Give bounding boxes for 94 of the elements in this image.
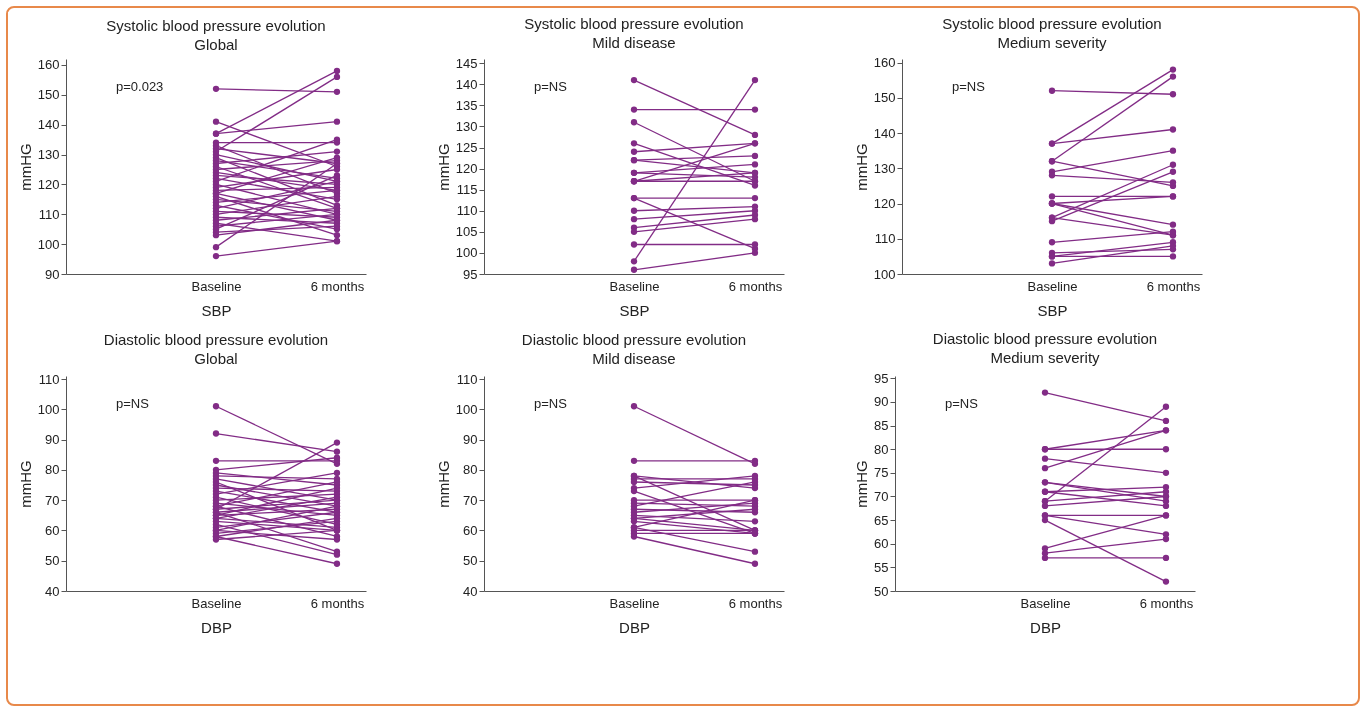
x-axis-title: DBP <box>1030 618 1061 636</box>
chart-title: Systolic blood pressure evolution <box>942 14 1162 32</box>
chart-subtitle: Medium severity <box>990 349 1101 367</box>
y-tick-label: 90 <box>45 432 60 448</box>
y-tick-label: 80 <box>874 441 889 457</box>
y-tick-label: 100 <box>455 245 478 261</box>
chart-title: Diastolic blood pressure evolution <box>932 330 1158 348</box>
annotation: p=NS <box>534 396 568 411</box>
chart-subtitle: Global <box>194 350 238 368</box>
y-tick-label: 60 <box>45 522 60 538</box>
y-tick-label: 55 <box>874 559 889 575</box>
chart-title: Systolic blood pressure evolution <box>524 15 744 33</box>
annotation: p=0.023 <box>116 79 164 94</box>
y-tick-label: 40 <box>463 583 478 599</box>
x-axis-title: SBP <box>1037 301 1068 319</box>
y-tick-label: 70 <box>45 492 60 508</box>
y-tick-label: 105 <box>455 224 478 240</box>
y-tick-label: 100 <box>37 236 60 252</box>
y-tick-label: 150 <box>873 90 896 106</box>
y-tick-label: 140 <box>37 117 60 133</box>
x-tick-label: 6 months <box>728 595 783 611</box>
y-tick-label: 90 <box>463 432 478 448</box>
y-tick-label: 90 <box>874 394 889 410</box>
x-tick-label: Baseline <box>191 595 242 611</box>
annotation: p=NS <box>534 79 568 94</box>
y-tick-label: 60 <box>463 522 478 538</box>
y-axis-title: mmHG <box>16 460 34 508</box>
y-tick-label: 70 <box>874 488 889 504</box>
y-tick-label: 90 <box>45 266 60 282</box>
y-axis-title: mmHG <box>434 460 452 508</box>
x-tick-label: 6 months <box>728 278 783 294</box>
y-tick-label: 120 <box>873 196 896 212</box>
y-tick-label: 95 <box>874 370 889 386</box>
y-tick-label: 60 <box>874 536 889 552</box>
y-tick-label: 115 <box>456 182 478 198</box>
y-tick-label: 110 <box>874 231 896 247</box>
y-tick-label: 120 <box>37 176 60 192</box>
annotation: p=NS <box>952 79 986 94</box>
y-tick-label: 50 <box>45 553 60 569</box>
chart-title: Systolic blood pressure evolution <box>106 16 326 34</box>
chart-title: Diastolic blood pressure evolution <box>103 331 329 349</box>
x-tick-label: Baseline <box>1020 595 1071 611</box>
y-tick-label: 100 <box>873 266 896 282</box>
x-axis-title: DBP <box>619 618 650 636</box>
y-tick-label: 160 <box>873 55 896 71</box>
y-tick-label: 110 <box>38 206 60 222</box>
y-tick-label: 110 <box>456 371 478 387</box>
x-axis-title: SBP <box>619 301 650 319</box>
y-tick-label: 50 <box>874 583 889 599</box>
y-tick-label: 100 <box>455 401 478 417</box>
y-tick-label: 85 <box>874 418 889 434</box>
x-axis-title: SBP <box>201 301 232 319</box>
y-tick-label: 135 <box>455 97 478 113</box>
y-tick-label: 160 <box>37 57 60 73</box>
x-tick-label: Baseline <box>609 595 660 611</box>
y-tick-label: 80 <box>45 462 60 478</box>
annotation: p=NS <box>945 396 979 411</box>
x-tick-label: Baseline <box>609 278 660 294</box>
x-tick-label: 6 months <box>1146 278 1201 294</box>
y-tick-label: 80 <box>463 462 478 478</box>
x-tick-label: Baseline <box>1027 278 1078 294</box>
chart-subtitle: Mild disease <box>592 350 676 368</box>
y-tick-label: 110 <box>456 203 478 219</box>
chart-subtitle: Medium severity <box>997 33 1108 51</box>
y-axis-title: mmHG <box>853 460 871 508</box>
y-tick-label: 70 <box>463 492 478 508</box>
x-tick-label: 6 months <box>1139 595 1194 611</box>
y-tick-label: 130 <box>37 147 60 163</box>
y-tick-label: 150 <box>37 87 60 103</box>
y-tick-label: 110 <box>38 371 60 387</box>
chart-title: Diastolic blood pressure evolution <box>521 331 747 349</box>
y-tick-label: 95 <box>463 266 478 282</box>
chart-subtitle: Mild disease <box>592 34 676 52</box>
y-axis-title: mmHG <box>16 143 34 191</box>
x-tick-label: 6 months <box>310 278 365 294</box>
y-tick-label: 130 <box>455 118 478 134</box>
y-tick-label: 140 <box>455 76 478 92</box>
y-tick-label: 140 <box>873 125 896 141</box>
y-axis-title: mmHG <box>852 143 870 191</box>
y-tick-label: 125 <box>455 140 478 156</box>
y-tick-label: 40 <box>45 583 60 599</box>
annotation: p=NS <box>116 396 150 411</box>
x-tick-label: 6 months <box>310 595 365 611</box>
chart-subtitle: Global <box>194 35 238 53</box>
y-tick-label: 145 <box>455 55 478 71</box>
y-tick-label: 120 <box>455 161 478 177</box>
y-tick-label: 65 <box>874 512 889 528</box>
y-tick-label: 100 <box>37 401 60 417</box>
y-tick-label: 75 <box>874 465 889 481</box>
x-tick-label: Baseline <box>191 278 242 294</box>
y-tick-label: 130 <box>873 160 896 176</box>
y-axis-title: mmHG <box>434 143 452 191</box>
x-axis-title: DBP <box>201 618 232 636</box>
y-tick-label: 50 <box>463 553 478 569</box>
